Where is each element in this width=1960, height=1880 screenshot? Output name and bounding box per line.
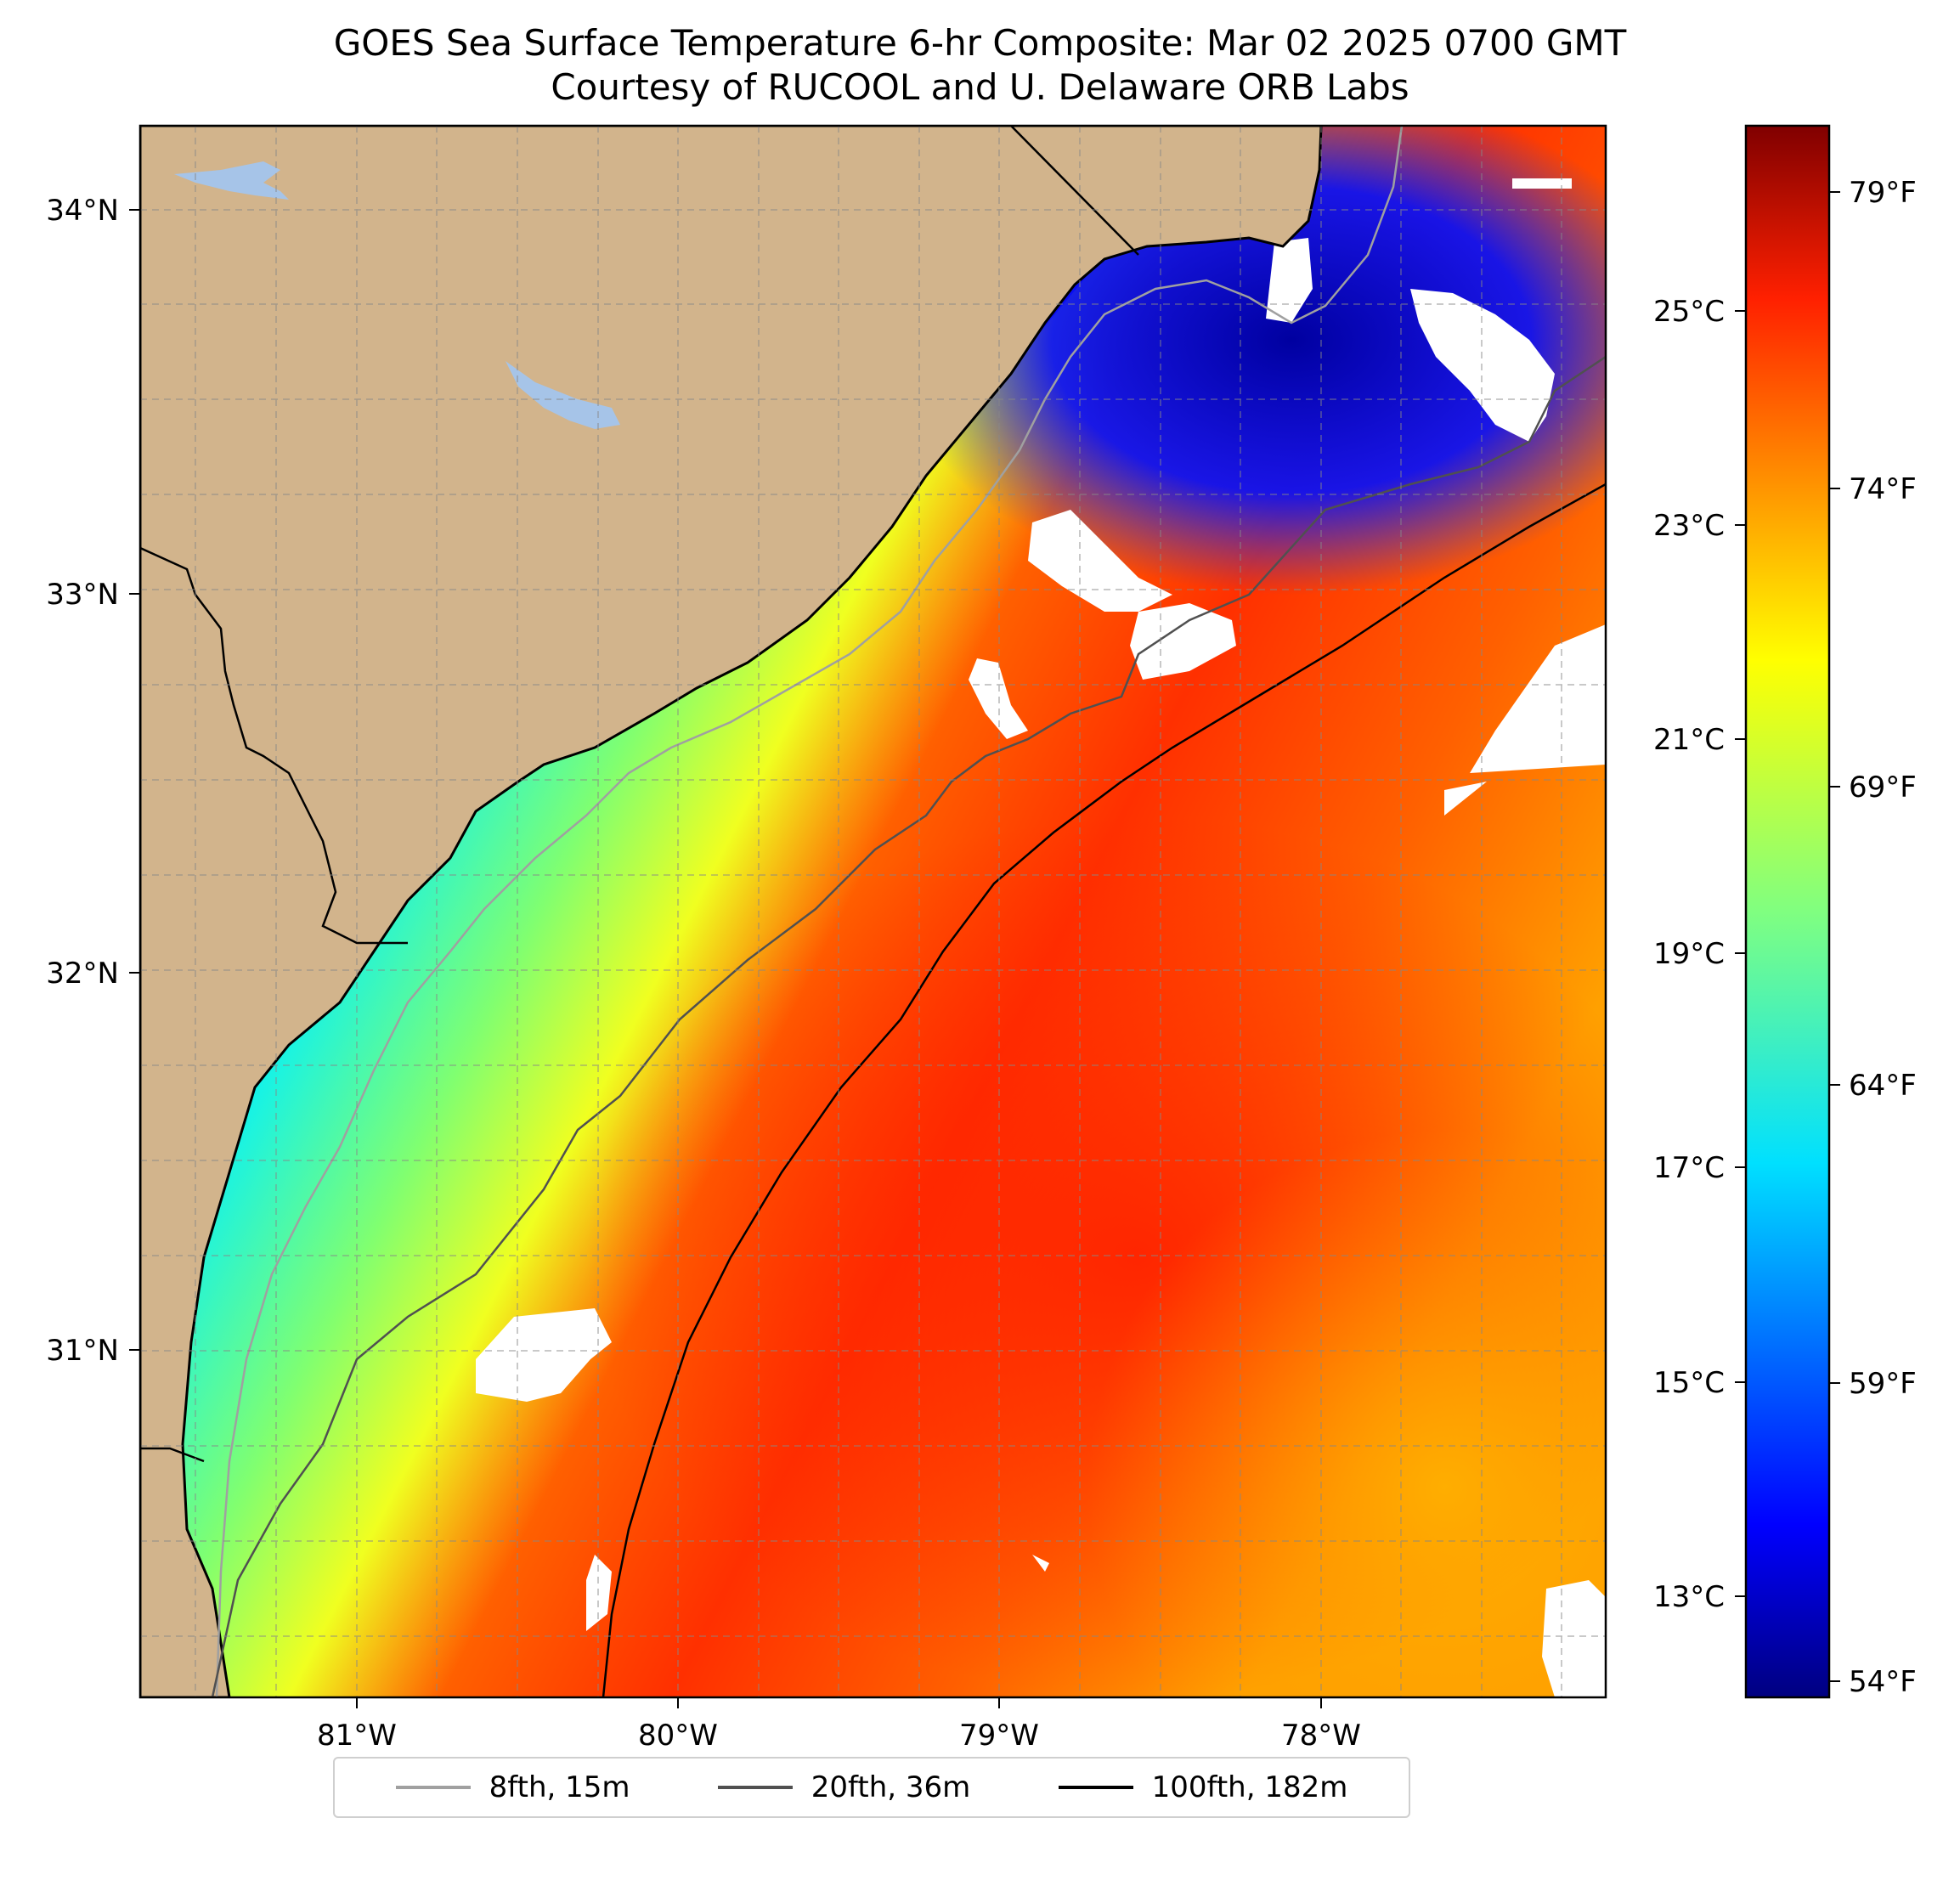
- legend-swatch-100fth: [1058, 1786, 1133, 1789]
- colorbar-f-ticks: [1829, 191, 1840, 1682]
- colorbar-c-label-15: 15°C: [1653, 1366, 1725, 1400]
- colorbar-f-label-69: 69°F: [1849, 771, 1917, 805]
- lat-ticks: [129, 209, 140, 1351]
- map-area: [140, 126, 1606, 1697]
- legend-item-8fth: 8fth, 15m: [395, 1770, 630, 1804]
- lat-label-33n: 33°N: [46, 578, 119, 612]
- colorbar-c-label-25: 25°C: [1653, 295, 1725, 329]
- legend-label-8fth: 8fth, 15m: [489, 1770, 630, 1804]
- isobath-8fth-15m: [215, 126, 1404, 1697]
- colorbar-c-label-13: 13°C: [1653, 1580, 1725, 1614]
- lon-ticks: [356, 1697, 1322, 1708]
- colorbar-c-ticks: [1735, 310, 1746, 1597]
- state-boundary-sc-ga: [140, 546, 408, 945]
- lon-label-79w: 79°W: [959, 1719, 1039, 1753]
- legend-label-20fth: 20fth, 36m: [811, 1770, 971, 1804]
- gridlines: [140, 126, 1606, 1697]
- lake-moultrie: [506, 361, 620, 429]
- map-subtitle: Courtesy of RUCOOL and U. Delaware ORB L…: [551, 66, 1409, 108]
- isobath-100fth-182m: [602, 483, 1606, 1697]
- lat-label-31n: 31°N: [46, 1334, 119, 1368]
- no-data-patches: [476, 178, 1606, 1697]
- land-south-carolina-georgia: [140, 126, 1323, 1697]
- colorbar-c-label-19: 19°C: [1653, 937, 1725, 971]
- lon-label-81w: 81°W: [317, 1719, 397, 1753]
- colorbar-c-label-17: 17°C: [1653, 1151, 1725, 1185]
- lat-label-34n: 34°N: [46, 194, 119, 228]
- isobath-20fth-36m: [211, 355, 1606, 1697]
- legend-swatch-20fth: [717, 1786, 793, 1789]
- legend-item-100fth: 100fth, 182m: [1058, 1770, 1348, 1804]
- legend-item-20fth: 20fth, 36m: [717, 1770, 971, 1804]
- isobath-legend: 8fth, 15m 20fth, 36m 100fth, 182m: [333, 1757, 1410, 1818]
- colorbar: [1744, 124, 1831, 1699]
- lake-marion: [174, 161, 289, 200]
- lon-label-80w: 80°W: [638, 1719, 718, 1753]
- colorbar-c-label-21: 21°C: [1653, 723, 1725, 757]
- colorbar-c-label-23: 23°C: [1653, 509, 1725, 543]
- lat-label-32n: 32°N: [46, 957, 119, 991]
- colorbar-f-label-64: 64°F: [1849, 1069, 1917, 1103]
- colorbar-f-label-59: 59°F: [1849, 1367, 1917, 1401]
- legend-swatch-8fth: [395, 1786, 471, 1789]
- warm-orange-region: [1087, 1130, 1606, 1697]
- state-boundary-nc-sc: [1010, 126, 1139, 256]
- colorbar-f-label-74: 74°F: [1849, 472, 1917, 506]
- map-frame: [138, 124, 1607, 1699]
- colorbar-f-label-79: 79°F: [1849, 176, 1917, 210]
- lon-label-78w: 78°W: [1281, 1719, 1361, 1753]
- colorbar-f-label-54: 54°F: [1849, 1665, 1917, 1699]
- map-title: GOES Sea Surface Temperature 6-hr Compos…: [333, 22, 1627, 64]
- legend-label-100fth: 100fth, 182m: [1151, 1770, 1348, 1804]
- state-boundary-ga-fl: [140, 1447, 205, 1463]
